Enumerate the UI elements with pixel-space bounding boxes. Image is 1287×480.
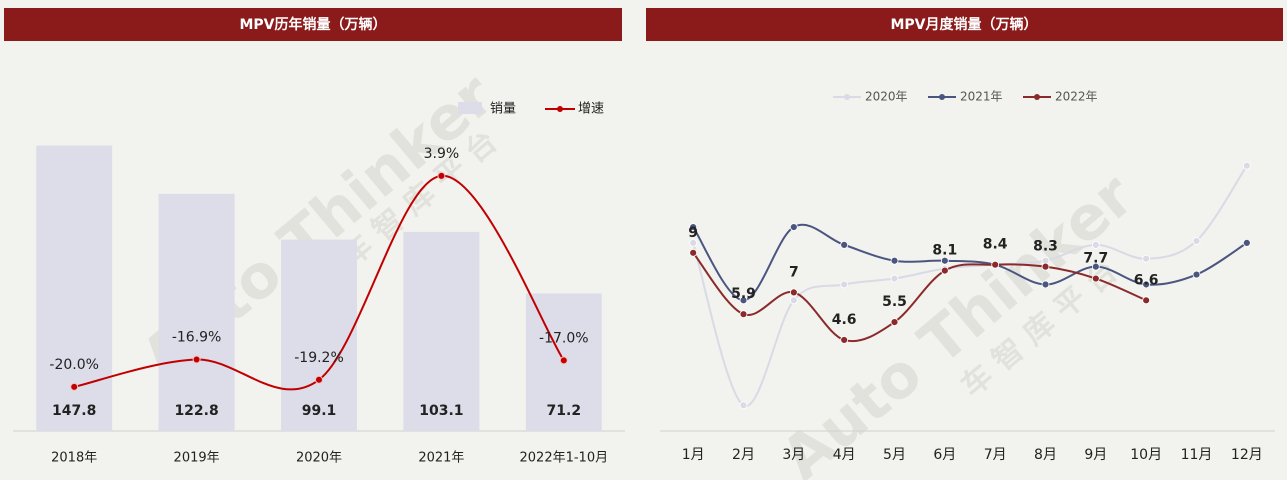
- series-point: [689, 223, 698, 231]
- series-point: [1192, 270, 1201, 279]
- legend-label: 增速: [578, 102, 604, 117]
- series-point: [890, 274, 899, 283]
- series-point: [890, 256, 899, 265]
- series-point: [1091, 240, 1100, 249]
- chart-title: MPV历年销量（万辆）: [239, 16, 386, 33]
- x-tick-label: 2018年: [51, 451, 97, 466]
- series-point: [940, 266, 949, 275]
- x-tick-label: 4月: [833, 447, 856, 463]
- series-point: [1142, 254, 1151, 263]
- series-point: [840, 280, 849, 289]
- series-point: [890, 318, 899, 327]
- growth-point: [70, 382, 79, 391]
- series-point: [739, 401, 748, 410]
- series-point: [1242, 161, 1251, 170]
- series-point: [1091, 274, 1100, 283]
- x-tick-label: 9月: [1084, 447, 1107, 463]
- series-point: [1192, 237, 1201, 245]
- growth-point: [559, 356, 568, 365]
- series-point: [789, 288, 798, 297]
- series-point: [991, 260, 1000, 269]
- data-label: 7: [789, 264, 799, 280]
- x-tick-label: 2021年: [418, 451, 464, 466]
- data-label: 9: [688, 225, 698, 241]
- x-tick-label: 10月: [1130, 447, 1162, 463]
- x-tick-label: 6月: [933, 447, 956, 463]
- series-point: [689, 248, 698, 257]
- legend-dot: [1034, 94, 1040, 100]
- series-point: [789, 296, 798, 305]
- header-bar: [646, 8, 1283, 41]
- series-point: [1041, 280, 1050, 289]
- legend-dot: [939, 94, 945, 100]
- series-line: [692, 252, 1147, 343]
- bar: [281, 239, 357, 431]
- growth-label: -17.0%: [539, 330, 589, 346]
- legend-dot: [557, 106, 563, 112]
- header-bar: [4, 8, 622, 41]
- growth-label: 3.9%: [424, 146, 460, 162]
- x-tick-label: 1月: [682, 447, 705, 463]
- series-point: [739, 310, 748, 319]
- x-tick-label: 12月: [1231, 447, 1263, 463]
- legend-label: 销量: [490, 102, 516, 117]
- x-tick-label: 8月: [1034, 447, 1057, 463]
- growth-line: [73, 174, 565, 391]
- chart-title: MPV月度销量（万辆）: [890, 16, 1037, 33]
- growth-label: -19.2%: [294, 350, 344, 366]
- legend-label: 2020年: [865, 90, 908, 104]
- growth-point: [315, 375, 323, 384]
- series-point: [1242, 238, 1251, 247]
- series-point: [840, 240, 849, 249]
- x-tick-label: 2020年: [296, 451, 342, 466]
- data-label: 7.7: [1083, 251, 1108, 267]
- data-label: 6.6: [1134, 272, 1159, 288]
- series-point: [940, 256, 949, 265]
- bar-value-label: 122.8: [174, 403, 218, 419]
- bar-value-label: 71.2: [547, 403, 582, 419]
- growth-point: [192, 355, 201, 364]
- series-point: [1142, 280, 1151, 289]
- data-label: 4.6: [832, 312, 857, 328]
- growth-label: -16.9%: [172, 329, 222, 345]
- series-point: [789, 223, 798, 231]
- series-point: [840, 336, 849, 344]
- x-tick-label: 7月: [984, 447, 1007, 463]
- x-tick-label: 11月: [1181, 447, 1213, 463]
- series-point: [1041, 262, 1050, 271]
- series-point: [1091, 262, 1100, 271]
- series-point: [739, 296, 748, 305]
- legend-label: 2022年: [1055, 90, 1098, 104]
- x-tick-label: 2022年1-10月: [520, 451, 609, 466]
- series-point: [689, 238, 698, 247]
- legend-dot: [844, 94, 850, 100]
- legend-label: 2021年: [960, 90, 1003, 104]
- legend-swatch: [458, 102, 482, 114]
- data-label: 8.3: [1033, 239, 1058, 255]
- bar: [158, 193, 235, 431]
- series-point: [1142, 296, 1151, 305]
- data-label: 5.5: [882, 294, 907, 310]
- growth-point: [437, 171, 446, 180]
- bar-value-label: 103.1: [419, 403, 463, 419]
- bar-value-label: 99.1: [302, 403, 337, 419]
- x-tick-label: 2019年: [174, 451, 220, 466]
- bar: [403, 231, 480, 431]
- x-tick-label: 2月: [732, 447, 755, 463]
- bar-value-label: 147.8: [52, 403, 96, 419]
- growth-label: -20.0%: [49, 357, 99, 373]
- data-label: 8.1: [932, 243, 957, 259]
- data-label: 8.4: [983, 237, 1008, 253]
- x-tick-label: 3月: [782, 447, 805, 463]
- data-label: 5.9: [731, 286, 756, 302]
- x-tick-label: 5月: [883, 447, 906, 463]
